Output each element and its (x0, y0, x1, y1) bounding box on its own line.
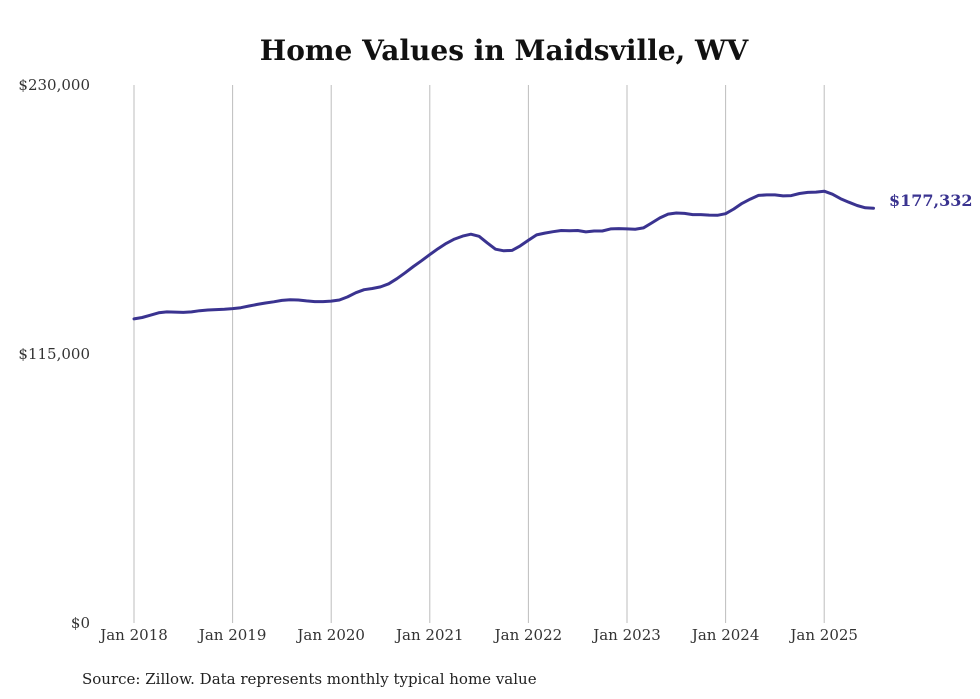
series-line (132, 189, 875, 321)
end-value-label: $177,332 (889, 191, 973, 210)
x-tick-label: Jan 2025 (788, 626, 858, 644)
x-tick-label: Jan 2022 (493, 626, 563, 644)
x-tick-label: Jan 2024 (690, 626, 760, 644)
y-tick-label: $0 (71, 614, 90, 632)
x-axis-ticks: Jan 2018 Jan 2019 Jan 2020 Jan 2021 Jan 2022… (98, 626, 858, 644)
grid-lines (133, 85, 825, 623)
chart-title: Home Values in Maidsville, WV (260, 34, 750, 67)
y-tick-label: $230,000 (18, 76, 90, 94)
x-tick-label: Jan 2019 (197, 626, 267, 644)
x-tick-label: Jan 2021 (394, 626, 464, 644)
y-tick-label: $115,000 (18, 345, 90, 363)
y-axis-ticks: $0 $115,000 $230,000 (18, 76, 90, 632)
x-tick-label: Jan 2020 (295, 626, 365, 644)
x-tick-label: Jan 2018 (98, 626, 168, 644)
x-tick-label: Jan 2023 (591, 626, 661, 644)
source-note: Source: Zillow. Data represents monthly … (82, 670, 537, 688)
